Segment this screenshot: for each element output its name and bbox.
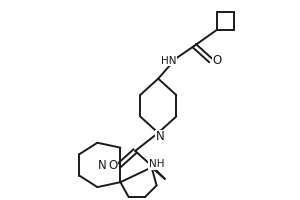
Text: O: O xyxy=(108,159,118,172)
Text: N: N xyxy=(155,130,164,143)
Text: NH: NH xyxy=(149,159,164,169)
Text: N: N xyxy=(98,159,107,172)
Text: O: O xyxy=(212,54,221,67)
Text: HN: HN xyxy=(161,56,177,66)
